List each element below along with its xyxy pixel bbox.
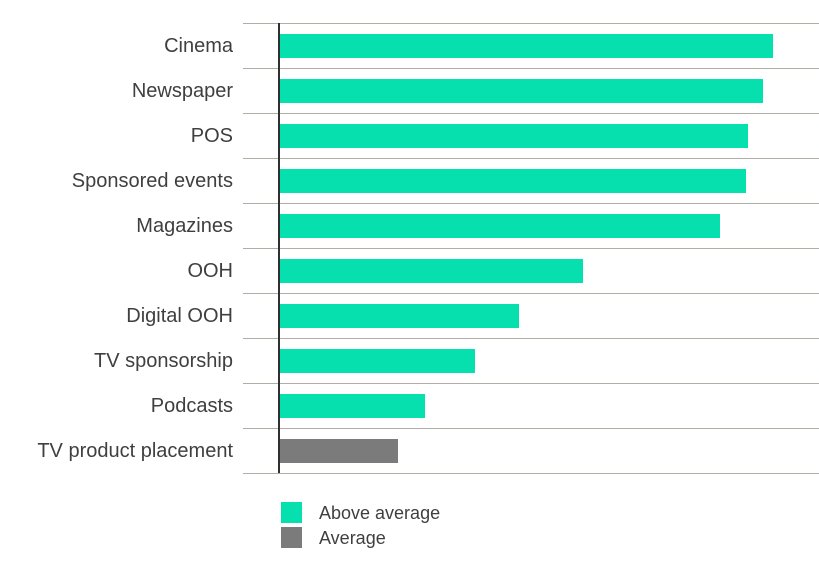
legend-swatch-average bbox=[281, 527, 302, 548]
bar-tv-sponsorship bbox=[280, 348, 475, 373]
category-label-tv-sponsorship: TV sponsorship bbox=[94, 349, 233, 372]
gridline bbox=[243, 248, 819, 249]
bar-podcasts bbox=[280, 393, 425, 418]
bar-pos bbox=[280, 123, 748, 148]
legend-label: Above average bbox=[319, 502, 441, 523]
category-label-pos: POS bbox=[190, 124, 233, 147]
gridline bbox=[243, 158, 819, 159]
legend-item-average: Average bbox=[281, 527, 440, 548]
category-label-tv-product-placement: TV product placement bbox=[37, 439, 233, 462]
legend-label: Average bbox=[319, 527, 386, 548]
category-label-newspaper: Newspaper bbox=[131, 79, 233, 102]
gridline bbox=[243, 428, 819, 429]
bar-tv-product-placement bbox=[280, 438, 398, 463]
category-label-cinema: Cinema bbox=[164, 34, 233, 57]
bar-digital-ooh bbox=[280, 303, 519, 328]
legend-item-above-average: Above average bbox=[281, 502, 440, 523]
gridline bbox=[243, 338, 819, 339]
legend-swatch-above-average bbox=[281, 502, 302, 523]
category-label-magazines: Magazines bbox=[136, 214, 233, 237]
y-axis-line bbox=[278, 23, 280, 473]
category-label-ooh: OOH bbox=[187, 259, 233, 282]
gridline bbox=[243, 23, 819, 24]
bar-cinema bbox=[280, 33, 773, 58]
gridline bbox=[243, 293, 819, 294]
bar-newspaper bbox=[280, 78, 763, 103]
bar-magazines bbox=[280, 213, 720, 238]
gridline bbox=[243, 68, 819, 69]
category-label-digital-ooh: Digital OOH bbox=[126, 304, 233, 327]
gridline bbox=[243, 113, 819, 114]
bar-ooh bbox=[280, 258, 583, 283]
bar-sponsored-events bbox=[280, 168, 746, 193]
category-label-podcasts: Podcasts bbox=[150, 394, 233, 417]
category-label-sponsored-events: Sponsored events bbox=[71, 169, 233, 192]
gridline bbox=[243, 383, 819, 384]
gridline bbox=[243, 203, 819, 204]
gridline bbox=[243, 473, 819, 474]
legend: Above average Average bbox=[281, 502, 440, 548]
